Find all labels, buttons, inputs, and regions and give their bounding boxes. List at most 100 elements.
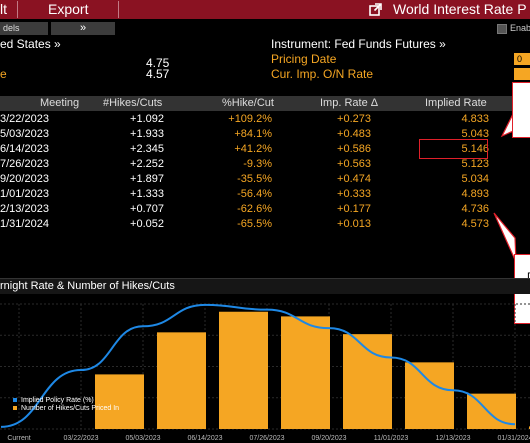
table-row[interactable]: 7/26/2023 +2.252 -9.3% +0.563 5.123	[0, 157, 530, 172]
hikes-value: +1.333	[130, 188, 164, 200]
chart-legend: Implied Policy Rate (%) Number of Hikes/…	[13, 397, 119, 412]
x-tick-label: Current	[7, 435, 30, 442]
delta-value: +0.013	[337, 218, 371, 230]
models-button[interactable]: dels	[0, 22, 48, 35]
hikes-value: +1.933	[130, 128, 164, 140]
x-tick-label: 11/01/2023	[374, 435, 409, 442]
table-row[interactable]: 1/31/2024 +0.052 -65.5% +0.013 4.573	[0, 217, 530, 232]
col-header-meeting[interactable]: Meeting	[40, 97, 80, 109]
legend-swatch-bar	[13, 406, 17, 410]
chart-x-labels: Current 03/22/2023 05/03/2023 06/14/2023 07/…	[7, 435, 530, 442]
toolbar-left-button[interactable]: lt	[0, 1, 7, 17]
pct-value: -35.5%	[237, 173, 272, 185]
cur-imp-rate-label: Cur. Imp. O/N Rate	[271, 67, 374, 81]
x-tick-label: 05/03/2023	[125, 435, 160, 442]
pricing-date-input[interactable]: 0	[514, 53, 530, 65]
legend-entry: Number of Hikes/Cuts Priced In	[21, 405, 119, 412]
enable-checkbox[interactable]	[497, 24, 507, 34]
external-link-icon[interactable]	[369, 3, 382, 16]
chart-bar	[95, 374, 144, 429]
col-header-implied-rate[interactable]: Implied Rate	[425, 97, 487, 109]
delta-value: +0.177	[337, 203, 371, 215]
delta-value: +0.563	[337, 158, 371, 170]
table-header: Meeting #Hikes/Cuts %Hike/Cut Imp. Rate …	[0, 96, 530, 111]
pct-value: -56.4%	[237, 188, 272, 200]
chart-bar	[157, 332, 206, 429]
enable-label: Enab	[510, 23, 530, 33]
current-rate-value: 4.75	[146, 56, 170, 70]
meeting-date: 2/13/2023	[0, 203, 49, 215]
pct-value: +84.1%	[234, 128, 272, 140]
effective-rate-value: 4.57	[146, 67, 170, 81]
delta-value: +0.333	[337, 188, 371, 200]
implied-rate-value: 5.034	[461, 173, 489, 185]
table-row[interactable]: 2/13/2023 +0.707 -62.6% +0.177 4.736	[0, 202, 530, 217]
effective-rate-label: e	[0, 67, 7, 81]
x-tick-label: 07/26/2023	[249, 435, 284, 442]
implied-rate-value: 5.146	[461, 143, 489, 155]
sub-toolbar: dels » Enab	[0, 22, 530, 36]
delta-value: +0.586	[337, 143, 371, 155]
pct-value: -9.3%	[243, 158, 272, 170]
col-header-pct[interactable]: %Hike/Cut	[222, 97, 274, 109]
export-button[interactable]: Export	[48, 1, 89, 17]
pct-value: +41.2%	[234, 143, 272, 155]
col-header-hikes[interactable]: #Hikes/Cuts	[103, 97, 163, 109]
cur-imp-rate-input[interactable]	[514, 68, 530, 80]
meeting-date: 1/31/2024	[0, 218, 49, 230]
meeting-date: 3/22/2023	[0, 113, 49, 125]
chart-bar	[281, 316, 330, 429]
legend-swatch-line	[13, 398, 17, 402]
delta-value: +0.474	[337, 173, 371, 185]
x-tick-label: 01/31/2024	[497, 435, 530, 442]
annotation-callout	[512, 82, 530, 138]
pricing-date-label: Pricing Date	[271, 52, 337, 66]
window-title: World Interest Rate P	[393, 1, 527, 17]
legend-entry: Implied Policy Rate (%)	[21, 397, 94, 404]
implied-rate-value: 4.893	[461, 188, 489, 200]
forward-nav-button[interactable]: »	[51, 22, 115, 35]
toolbar-divider	[118, 1, 119, 18]
hikes-value: +2.252	[130, 158, 164, 170]
top-toolbar: lt Export World Interest Rate P	[0, 0, 530, 19]
meeting-date: 5/03/2023	[0, 128, 49, 140]
hikes-value: +0.707	[130, 203, 164, 215]
rates-chart: Current 03/22/2023 05/03/2023 06/14/2023 07/…	[0, 303, 530, 442]
meeting-date: 7/26/2023	[0, 158, 49, 170]
hikes-value: +1.092	[130, 113, 164, 125]
table-row[interactable]: 6/14/2023 +2.345 +41.2% +0.586 5.146	[0, 142, 530, 157]
meeting-date: 1/01/2023	[0, 188, 49, 200]
x-tick-label: 09/20/2023	[311, 435, 346, 442]
region-selector[interactable]: ed States »	[0, 37, 61, 51]
chart-bar	[405, 362, 454, 429]
chart-bar	[219, 311, 268, 429]
x-tick-label: 06/14/2023	[187, 435, 222, 442]
table-row[interactable]: 3/22/2023 +1.092 +109.2% +0.273 4.833	[0, 112, 530, 127]
instrument-selector[interactable]: Instrument: Fed Funds Futures »	[271, 37, 446, 51]
x-tick-label: 12/13/2023	[435, 435, 470, 442]
implied-rate-value: 4.736	[461, 203, 489, 215]
delta-value: +0.273	[337, 113, 371, 125]
toolbar-divider	[17, 1, 18, 18]
implied-rate-value: 5.123	[461, 158, 489, 170]
col-header-delta[interactable]: Imp. Rate Δ	[320, 97, 379, 109]
callout-text: D	[527, 271, 530, 283]
meeting-date: 9/20/2023	[0, 173, 49, 185]
implied-rate-value: 4.833	[461, 113, 489, 125]
hikes-value: +2.345	[130, 143, 164, 155]
highlight-box	[419, 139, 488, 159]
table-row[interactable]: 1/01/2023 +1.333 -56.4% +0.333 4.893	[0, 187, 530, 202]
hikes-value: +0.052	[130, 218, 164, 230]
pct-value: -62.6%	[237, 203, 272, 215]
delta-value: +0.483	[337, 128, 371, 140]
pct-value: -65.5%	[237, 218, 272, 230]
table-row[interactable]: 9/20/2023 +1.897 -35.5% +0.474 5.034	[0, 172, 530, 187]
x-tick-label: 03/22/2023	[63, 435, 98, 442]
implied-rate-value: 4.573	[461, 218, 489, 230]
hikes-value: +1.897	[130, 173, 164, 185]
meeting-date: 6/14/2023	[0, 143, 49, 155]
chart-bars	[95, 311, 530, 429]
table-row[interactable]: 5/03/2023 +1.933 +84.1% +0.483 5.043	[0, 127, 530, 142]
implied-rate-line	[0, 303, 516, 428]
chart-title: rnight Rate & Number of Hikes/Cuts	[0, 278, 530, 294]
